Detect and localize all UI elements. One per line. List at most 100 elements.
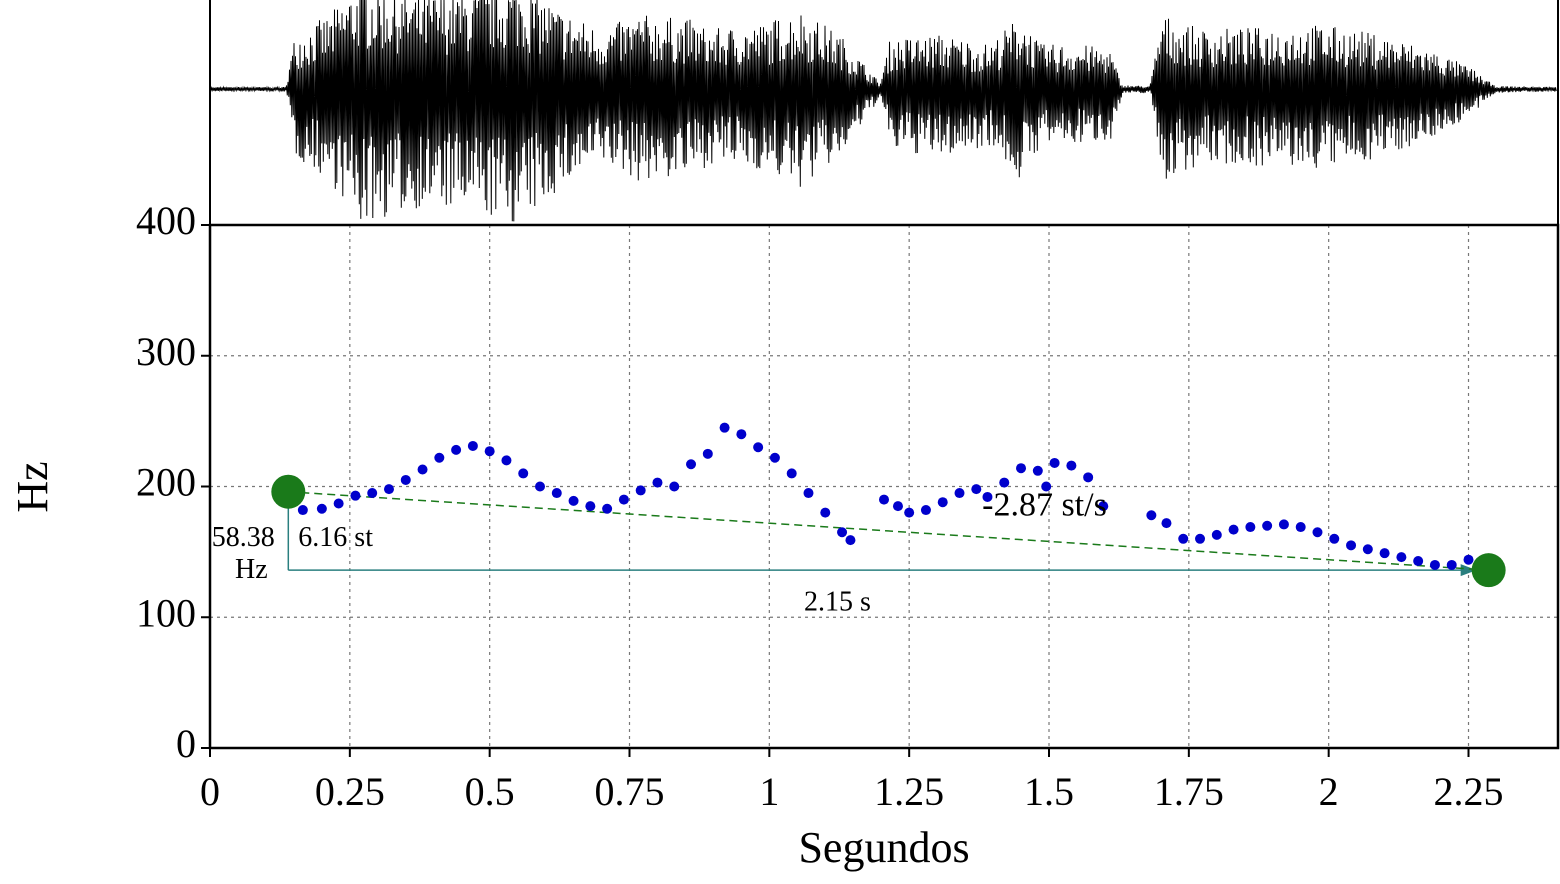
- x-tick-label: 1.75: [1154, 769, 1224, 814]
- pitch-point: [1278, 519, 1289, 530]
- pitch-point: [999, 477, 1010, 488]
- pitch-point: [1245, 522, 1256, 533]
- pitch-point: [1098, 501, 1109, 512]
- range-label: 58.38: [212, 522, 275, 553]
- pitch-point: [892, 501, 903, 512]
- x-tick-label: 1: [759, 769, 779, 814]
- pitch-point: [585, 501, 596, 512]
- pitch-point: [954, 488, 965, 499]
- trend-endpoint: [1471, 553, 1506, 588]
- x-tick-label: 2.25: [1434, 769, 1504, 814]
- pitch-point: [417, 464, 428, 475]
- waveform-trace: [209, 0, 1557, 222]
- pitch-point: [1413, 556, 1424, 567]
- y-tick-label: 300: [136, 329, 196, 374]
- st-label: 6.16 st: [298, 522, 373, 553]
- waveform: [209, 0, 1557, 222]
- pitch-point: [920, 505, 931, 516]
- x-tick-label: 1.5: [1024, 769, 1074, 814]
- pitch-point: [1083, 472, 1094, 483]
- pitch-point: [535, 481, 546, 492]
- slope-label: -2.87 st/s: [982, 487, 1107, 524]
- pitch-point: [1032, 465, 1043, 476]
- duration-label: 2.15 s: [804, 587, 871, 618]
- pitch-point: [982, 491, 993, 502]
- x-tick-label: 0.25: [315, 769, 385, 814]
- pitch-point: [1463, 554, 1474, 565]
- pitch-point: [297, 505, 308, 516]
- x-tick-label: 0.75: [595, 769, 665, 814]
- x-tick-label: 0.5: [465, 769, 515, 814]
- pitch-point: [769, 452, 780, 463]
- plot-frame: [208, 223, 1560, 750]
- pitch-point: [1146, 510, 1157, 521]
- pitch-point: [350, 490, 361, 501]
- y-tick-label: 0: [176, 721, 196, 766]
- pitch-point: [434, 452, 445, 463]
- pitch-point: [719, 422, 730, 433]
- pitch-point: [1178, 533, 1189, 544]
- pitch-point: [635, 485, 646, 496]
- y-tick-label: 400: [136, 198, 196, 243]
- y-tick-label: 200: [136, 460, 196, 505]
- x-tick-label: 0: [200, 769, 220, 814]
- pitch-point: [551, 488, 562, 499]
- pitch-point: [1016, 463, 1027, 474]
- pitch-point: [518, 468, 529, 479]
- pitch-point: [1066, 460, 1077, 471]
- pitch-point: [568, 495, 579, 506]
- range-label: Hz: [235, 554, 268, 585]
- pitch-point: [1346, 540, 1357, 551]
- pitch-point: [803, 488, 814, 499]
- pitch-point: [1362, 544, 1373, 555]
- pitch-point: [618, 494, 629, 505]
- pitch-point: [501, 455, 512, 466]
- x-axis-title: Segundos: [798, 823, 969, 872]
- pitch-point: [820, 507, 831, 518]
- pitch-point: [1161, 518, 1172, 529]
- pitch-point: [669, 481, 680, 492]
- pitch-point: [753, 442, 764, 453]
- arrow-head: [1460, 564, 1477, 577]
- y-axis-title: Hz: [8, 461, 57, 512]
- pitch-point: [686, 459, 697, 470]
- pitch-point: [1446, 559, 1457, 570]
- pitch-point: [333, 498, 344, 509]
- pitch-point: [837, 527, 848, 538]
- pitch-point: [845, 535, 856, 546]
- pitch-point: [316, 503, 327, 514]
- x-tick-label: 1.25: [874, 769, 944, 814]
- x-tick-label: 2: [1319, 769, 1339, 814]
- pitch-point: [1228, 524, 1239, 535]
- pitch-point: [652, 477, 663, 488]
- pitch-point: [367, 488, 378, 499]
- pitch-point: [451, 444, 462, 455]
- pitch-point: [1379, 548, 1390, 559]
- pitch-point: [971, 484, 982, 495]
- y-tick-label: 100: [136, 590, 196, 635]
- pitch-point: [904, 507, 915, 518]
- pitch-point: [383, 484, 394, 495]
- pitch-point: [1429, 559, 1440, 570]
- pitch-point: [937, 497, 948, 508]
- pitch-point: [736, 429, 747, 440]
- pitch-point: [400, 474, 411, 485]
- trend-line: [288, 490, 1489, 571]
- pitch-point: [1329, 533, 1340, 544]
- pitch-point: [467, 440, 478, 451]
- pitch-point: [1262, 520, 1273, 531]
- pitch-point: [1041, 481, 1052, 492]
- pitch-point: [1049, 457, 1060, 468]
- pitch-point: [1396, 552, 1407, 563]
- pitch-point: [879, 494, 889, 505]
- pitch-point: [702, 448, 713, 459]
- trend-endpoint: [271, 474, 306, 509]
- pitch-point: [1295, 522, 1306, 533]
- pitch-point: [786, 468, 797, 479]
- pitch-point: [1312, 527, 1323, 538]
- pitch-point: [1211, 529, 1222, 540]
- pitch-point: [484, 446, 495, 457]
- pitch-point: [602, 503, 613, 514]
- pitch-point: [1195, 533, 1206, 544]
